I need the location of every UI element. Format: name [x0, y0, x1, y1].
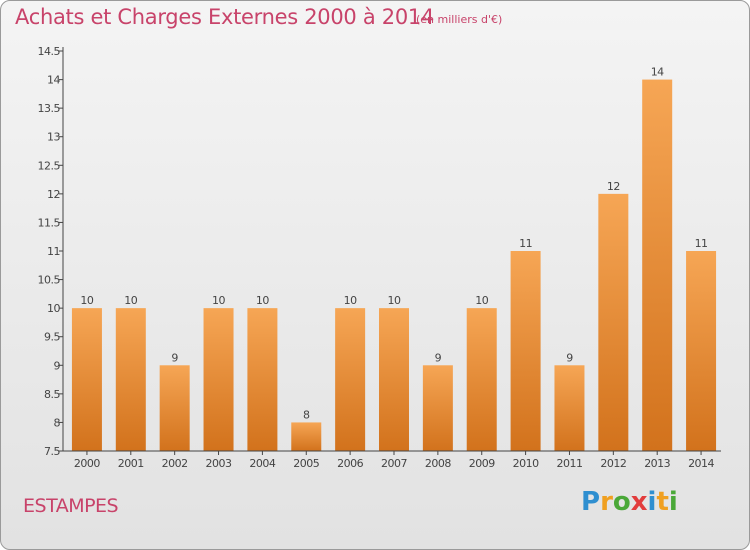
y-tick-label-13.5: 13.5 [38, 102, 61, 115]
bar-2000 [71, 308, 102, 451]
bar-2013 [642, 79, 673, 452]
data-label-2009: 10 [475, 294, 488, 307]
bar-2001 [115, 308, 146, 451]
bar-2010 [510, 251, 541, 451]
data-label-2005: 8 [303, 408, 310, 421]
x-tick-label-2010: 2010 [513, 457, 539, 470]
y-tick-label-12.5: 12.5 [38, 159, 61, 172]
logo-letter-5: t [656, 487, 669, 517]
x-tick-label-2009: 2009 [469, 457, 495, 470]
bar-2004 [247, 308, 278, 451]
y-tick-label-12: 12 [47, 188, 60, 201]
bar-2005 [291, 422, 322, 451]
x-tick-label-2002: 2002 [162, 457, 188, 470]
x-tick-label-2003: 2003 [206, 457, 232, 470]
bar-2009 [466, 308, 497, 451]
y-tick-label-7.5: 7.5 [44, 445, 60, 458]
axes-layer: 2000 2001 2002 2003 2004 2005 2006 2007 2008 2009… [38, 45, 721, 470]
data-label-2006: 10 [344, 294, 357, 307]
y-tick-label-9.5: 9.5 [44, 331, 60, 344]
bar-2008 [422, 365, 453, 451]
data-label-2008: 9 [435, 351, 442, 364]
x-tick-label-2000: 2000 [74, 457, 100, 470]
data-label-2010: 11 [519, 237, 532, 250]
chart-title: Achats et Charges Externes 2000 à 2014 [15, 5, 435, 29]
data-label-2003: 10 [212, 294, 225, 307]
x-tick-label-2008: 2008 [425, 457, 451, 470]
data-label-2014: 11 [695, 237, 708, 250]
x-tick-label-2005: 2005 [293, 457, 319, 470]
x-tick-label-2013: 2013 [644, 457, 670, 470]
y-tick-label-14.5: 14.5 [38, 45, 61, 58]
data-label-2000: 10 [80, 294, 93, 307]
x-tick-label-2014: 2014 [688, 457, 714, 470]
data-label-2004: 10 [256, 294, 269, 307]
bar-2002 [159, 365, 190, 451]
bar-2006 [335, 308, 366, 451]
bar-2007 [379, 308, 409, 451]
logo-letter-0: P [581, 487, 601, 517]
bar-2014 [686, 251, 717, 451]
y-tick-label-8.5: 8.5 [44, 388, 60, 401]
x-tick-label-2001: 2001 [118, 457, 144, 470]
y-tick-label-8: 8 [54, 416, 61, 429]
bar-2012 [598, 193, 629, 451]
commune-name: ESTAMPES [23, 495, 119, 517]
bar-2003 [203, 308, 234, 451]
proxiti-logo: Proxiti [581, 487, 678, 517]
data-label-2001: 10 [124, 294, 137, 307]
data-label-2012: 12 [607, 180, 620, 193]
y-tick-label-10.5: 10.5 [38, 274, 61, 287]
x-tick-label-2007: 2007 [381, 457, 407, 470]
y-tick-label-14: 14 [47, 74, 60, 87]
bar-2011 [554, 365, 585, 451]
y-tick-label-10: 10 [47, 302, 60, 315]
y-tick-label-11.5: 11.5 [38, 216, 61, 229]
bars-layer: 10 10 9 10 10 8 10 10 9 10 11 9 12 14 11 [71, 66, 717, 452]
y-tick-label-13: 13 [47, 131, 60, 144]
x-tick-label-2011: 2011 [556, 457, 582, 470]
logo-letter-3: x [630, 487, 648, 517]
chart-subtitle: (en milliers d'€) [416, 13, 503, 26]
x-tick-label-2012: 2012 [600, 457, 626, 470]
logo-letter-4: i [647, 487, 657, 517]
logo-letter-1: r [600, 487, 613, 517]
data-label-2011: 9 [566, 351, 573, 364]
x-tick-label-2004: 2004 [249, 457, 275, 470]
data-label-2013: 14 [651, 66, 664, 79]
y-tick-label-9: 9 [54, 359, 61, 372]
logo-letter-2: o [612, 487, 631, 517]
data-label-2002: 9 [171, 351, 178, 364]
logo-letter-6: i [668, 487, 678, 517]
x-tick-label-2006: 2006 [337, 457, 363, 470]
y-tick-label-11: 11 [47, 245, 60, 258]
data-label-2007: 10 [388, 294, 401, 307]
